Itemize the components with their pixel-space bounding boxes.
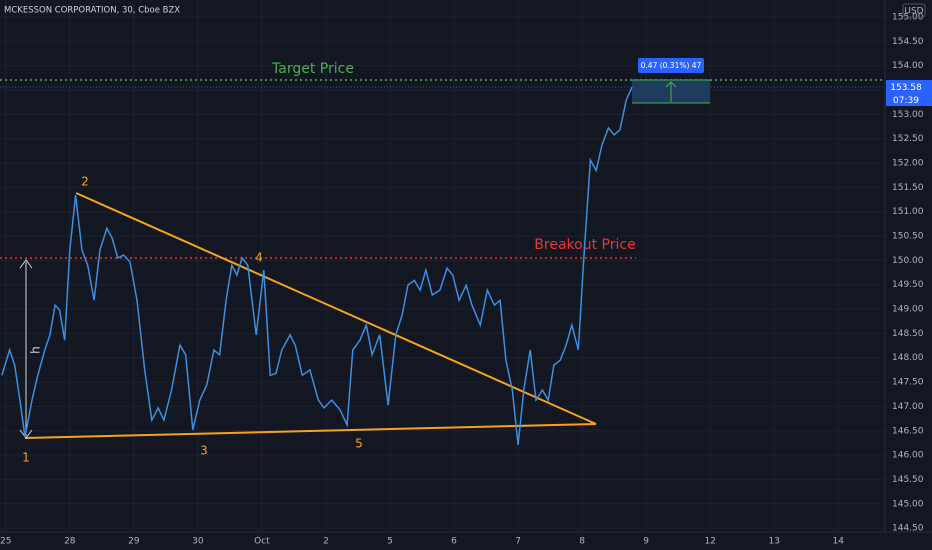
y-tick-label: 148.50 [892,329,924,339]
wave-label: 3 [200,444,208,458]
y-tick-label: 151.50 [892,183,924,193]
y-tick-label: 150.00 [892,256,924,266]
countdown: 07:39 [893,96,919,106]
x-tick-label: 8 [579,537,585,547]
price-line [1,86,633,445]
target-label: Target Price [271,61,354,77]
y-tick-label: 150.50 [892,232,924,242]
y-tick-label: 152.00 [892,159,924,169]
y-tick-label: 147.50 [892,378,924,388]
upper-trendline [75,192,597,425]
x-tick-label: 25 [0,537,11,547]
y-tick-label: 144.50 [892,524,924,534]
plot [1,86,633,445]
x-tick-label: 2 [323,537,329,547]
arrow-head [19,429,33,439]
y-tick-label: 146.50 [892,426,924,436]
countdown-box [886,94,932,106]
y-tick-label: 155.00 [892,13,924,23]
x-tick-label: 7 [515,537,521,547]
wave-label: 1 [22,451,30,465]
currency: USD [904,7,923,17]
y-tick-label: 146.00 [892,451,924,461]
x-tick-label: 14 [833,537,845,547]
grid [0,0,885,532]
y-tick-label: 145.50 [892,475,924,485]
y-tick-label: 147.00 [892,402,924,412]
x-tick-label: 6 [451,537,457,547]
x-tick-label: 13 [768,537,779,547]
y-tick-label: 154.00 [892,61,924,71]
y-tick-label: 149.50 [892,280,924,290]
wave-label: 4 [255,251,263,265]
measure-label: 0.47 (0.31%) 47 [641,61,702,70]
y-tick-label: 148.00 [892,353,924,363]
measure-arrow-head [665,81,677,88]
height-label: h [29,346,43,354]
x-tick-label: 5 [387,537,393,547]
y-tick-label: 145.00 [892,499,924,509]
wave-label: 5 [355,437,363,451]
wave-label: 2 [81,175,89,189]
x-tick-label: 29 [128,537,140,547]
x-tick-label: Oct [254,537,270,547]
y-tick-label: 152.50 [892,134,924,144]
chart-title: MCKESSON CORPORATION, 30, Cboe BZX [4,6,180,16]
x-tick-label: 30 [192,537,204,547]
x-tick-label: 12 [704,537,715,547]
x-tick-label: 28 [64,537,76,547]
measure-label-box [638,58,704,73]
y-tick-label: 154.50 [892,37,924,47]
last-price-box [886,80,932,94]
x-tick-label: 9 [643,537,649,547]
currency-box [902,3,926,18]
last-price: 153.58 [890,83,922,93]
arrow-head [19,259,33,269]
y-tick-label: 151.00 [892,207,924,217]
lower-trendline [24,423,597,439]
y-tick-label: 153.00 [892,110,924,120]
y-tick-label: 149.00 [892,305,924,315]
